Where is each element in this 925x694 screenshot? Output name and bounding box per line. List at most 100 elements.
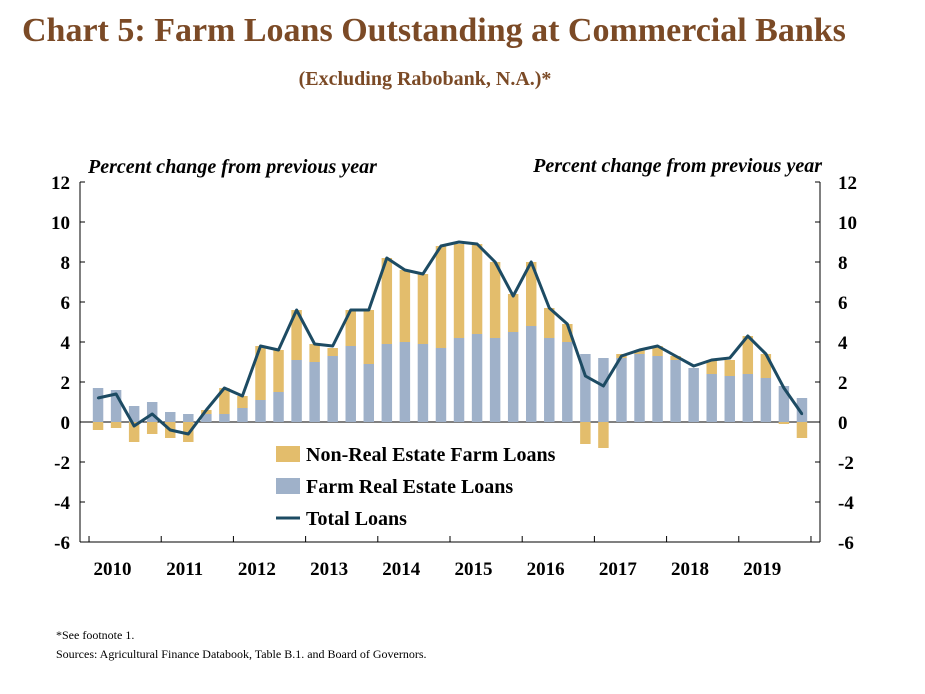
bar-farm-real-estate	[110, 390, 122, 422]
y-tick-label-right: 4	[838, 333, 848, 354]
y-tick-label-right: -6	[838, 533, 854, 554]
y-tick-label-right: 12	[838, 173, 857, 194]
x-tick-label: 2018	[671, 559, 709, 580]
bar-farm-real-estate	[525, 326, 537, 422]
bar-non-real-estate	[435, 246, 447, 348]
bar-non-real-estate	[237, 396, 248, 408]
total-loans-point	[457, 240, 461, 244]
bar-non-real-estate	[128, 422, 140, 442]
y-tick-label-left: 4	[61, 333, 71, 354]
y-tick-label-left: 2	[61, 373, 71, 394]
total-loans-point	[782, 386, 786, 390]
bar-non-real-estate	[724, 360, 735, 376]
total-loans-point	[584, 374, 587, 378]
total-loans-point	[385, 256, 389, 260]
bar-non-real-estate	[399, 270, 411, 342]
bar-farm-real-estate	[471, 334, 483, 422]
legend-swatch-non-real-estate	[276, 446, 300, 462]
y-tick-label-right: 8	[838, 253, 848, 274]
x-tick-label: 2017	[599, 559, 638, 580]
total-loans-point	[96, 396, 100, 400]
total-loans-point	[764, 352, 768, 356]
bar-farm-real-estate	[562, 342, 573, 422]
bar-non-real-estate	[92, 422, 104, 430]
total-loans-point	[277, 348, 280, 352]
y-tick-label-right: 2	[838, 373, 848, 394]
bar-farm-real-estate	[688, 368, 699, 422]
bar-non-real-estate	[471, 244, 483, 334]
axis-labels: -6 -6 -4 -4 -2 -2 0 0 2 2 4 4 6 6 8 8 10 10 12 12 2010 2011 20…	[51, 155, 857, 580]
bar-farm-real-estate	[634, 354, 645, 422]
total-loans-point	[475, 242, 479, 246]
x-tick-label: 2010	[93, 559, 131, 580]
bar-farm-real-estate	[381, 344, 393, 422]
bar-farm-real-estate	[742, 374, 754, 422]
bar-farm-real-estate	[652, 356, 663, 422]
total-loans-point	[114, 392, 118, 396]
bar-farm-real-estate	[291, 360, 302, 422]
bar-non-real-estate	[742, 336, 754, 374]
total-loans-point	[493, 260, 497, 264]
legend-label-non-real-estate: Non-Real Estate Farm Loans	[306, 444, 556, 466]
bar-farm-real-estate	[598, 358, 609, 422]
bar-non-real-estate	[381, 258, 393, 344]
footnote-sources: Sources: Agricultural Finance Databook, …	[56, 647, 427, 661]
total-loans-point	[620, 354, 623, 358]
total-loans-point	[439, 244, 443, 248]
y-tick-label-right: -2	[838, 453, 854, 474]
y-tick-label-left: 6	[61, 293, 71, 314]
x-tick-label: 2012	[238, 559, 276, 580]
x-tick-label: 2014	[382, 559, 421, 580]
bar-non-real-estate	[580, 422, 591, 444]
total-loans-line	[96, 240, 804, 436]
bar-farm-real-estate	[453, 338, 465, 422]
bar-farm-real-estate	[92, 388, 104, 422]
bar-farm-real-estate	[183, 414, 194, 422]
bar-non-real-estate	[345, 310, 356, 346]
bar-farm-real-estate	[489, 338, 501, 422]
y-axis-label-right: Percent change from previous year	[532, 155, 822, 177]
y-tick-label-left: 0	[61, 413, 71, 434]
bar-farm-real-estate	[128, 406, 140, 422]
total-loans-point	[331, 344, 334, 348]
x-tick-label: 2016	[527, 559, 565, 580]
total-loans-point	[241, 394, 244, 398]
bar-non-real-estate	[598, 422, 609, 448]
bar-farm-real-estate	[255, 400, 266, 422]
bar-farm-real-estate	[146, 402, 158, 422]
y-tick-label-left: 12	[51, 173, 70, 194]
bar-non-real-estate	[417, 274, 429, 344]
total-loans-point	[421, 272, 425, 276]
bar-non-real-estate	[796, 422, 808, 438]
legend-label-farm-real-estate: Farm Real Estate Loans	[306, 476, 513, 498]
bar-farm-real-estate	[544, 338, 555, 422]
total-loans-point	[638, 348, 641, 352]
total-loans-point	[295, 308, 298, 312]
legend: Non-Real Estate Farm Loans Farm Real Esta…	[276, 444, 556, 530]
x-tick-label: 2015	[454, 559, 492, 580]
total-loans-point	[656, 344, 659, 348]
bar-farm-real-estate	[616, 358, 627, 422]
bar-farm-real-estate	[507, 332, 519, 422]
bars	[92, 244, 808, 448]
bar-non-real-estate	[327, 348, 338, 356]
total-loans-point	[313, 342, 316, 346]
chart-title: Chart 5: Farm Loans Outstanding at Comme…	[22, 12, 846, 49]
bar-farm-real-estate	[345, 346, 356, 422]
chart-subtitle: (Excluding Rabobank, N.A.)*	[298, 68, 552, 90]
total-loans-point	[150, 412, 154, 416]
total-loans-point	[548, 306, 551, 310]
bar-non-real-estate	[219, 388, 230, 414]
bar-non-real-estate	[778, 422, 790, 424]
legend-swatch-farm-real-estate	[276, 478, 300, 494]
bar-non-real-estate	[146, 422, 158, 434]
bar-non-real-estate	[309, 344, 320, 362]
bar-non-real-estate	[489, 262, 501, 338]
total-loans-point	[530, 260, 533, 264]
total-loans-point	[349, 308, 352, 312]
legend-label-total-loans: Total Loans	[306, 508, 407, 530]
bar-non-real-estate	[363, 310, 375, 364]
bar-farm-real-estate	[435, 348, 447, 422]
bar-farm-real-estate	[219, 414, 230, 422]
